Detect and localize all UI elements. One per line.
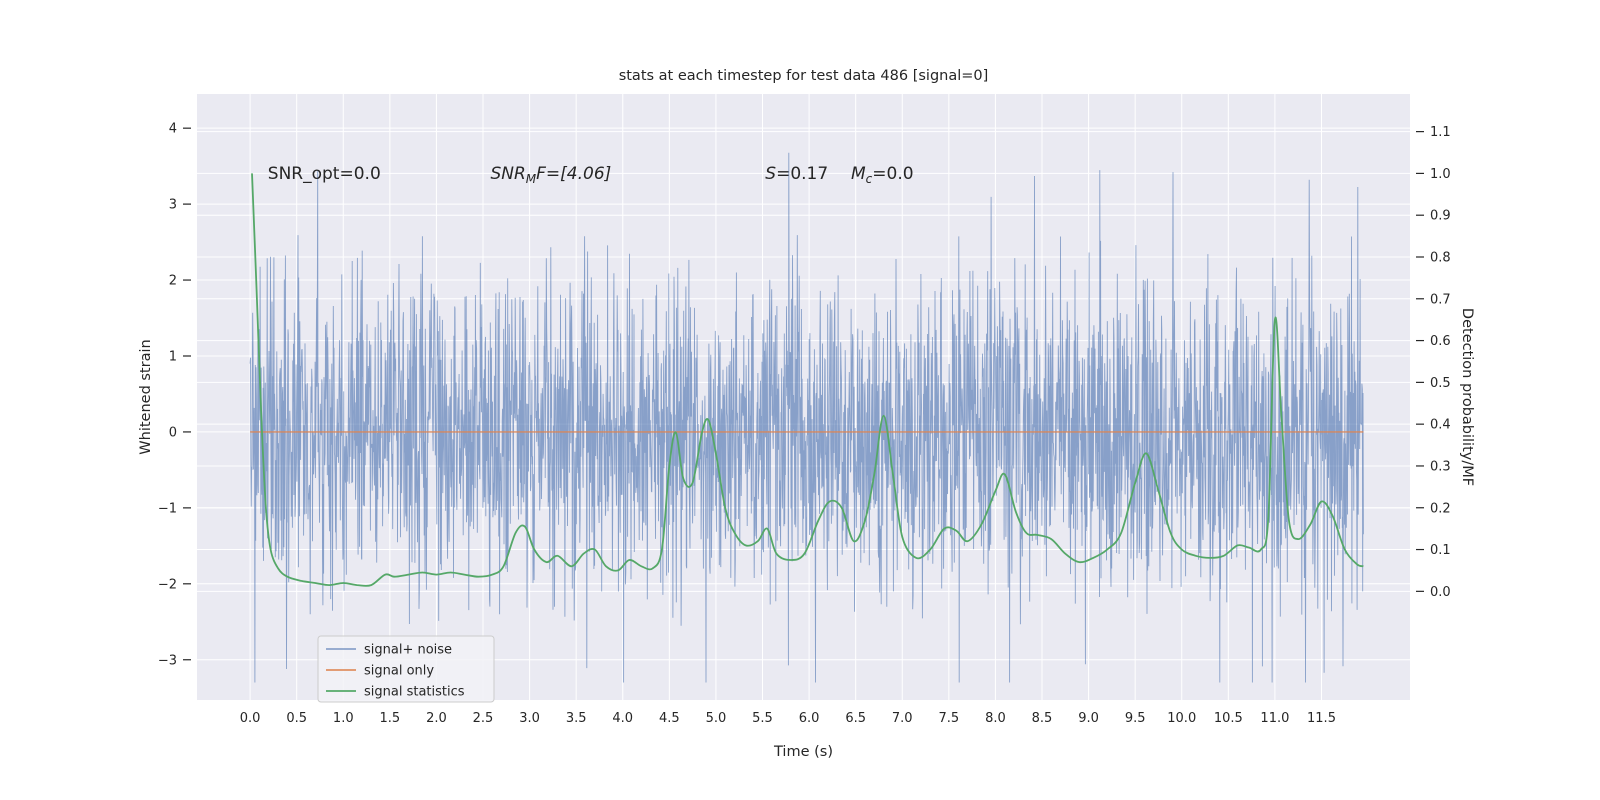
y-axis-label-right: Detection probability/MF bbox=[1459, 308, 1475, 486]
x-tick-label: 8.0 bbox=[985, 711, 1006, 726]
y-axis-label-left: Whitened strain bbox=[138, 339, 154, 454]
x-tick-label: 5.5 bbox=[752, 711, 773, 726]
x-tick-label: 6.0 bbox=[799, 711, 820, 726]
x-tick-label: 2.5 bbox=[473, 711, 494, 726]
signal-statistics-series bbox=[251, 173, 1364, 587]
x-tick-label: 1.0 bbox=[333, 711, 354, 726]
annotation-snr-mf: SNRMF=[4.06] bbox=[490, 164, 611, 186]
chart-title: stats at each timestep for test data 486… bbox=[619, 68, 989, 84]
noise-series bbox=[249, 152, 1364, 683]
annotation-segment: SNR_opt=0.0 bbox=[268, 164, 381, 184]
annotation-segment: S bbox=[765, 164, 776, 184]
y-right-tick-label: 0.0 bbox=[1430, 585, 1451, 600]
x-tick-label: 11.0 bbox=[1260, 711, 1289, 726]
y-left-tick-label: 3 bbox=[169, 198, 177, 213]
annotation-segment: SNR bbox=[490, 164, 525, 184]
axis-ticks: −3 −2 −1 0 1 2 3 4 0.0 0.1 0.2 0.3 0.4 0.5 0.6 0.7 0.8 0.… bbox=[158, 122, 1451, 726]
y-right-tick-label: 0.2 bbox=[1430, 501, 1451, 516]
x-tick-label: 3.0 bbox=[519, 711, 540, 726]
x-tick-label: 6.5 bbox=[845, 711, 866, 726]
x-tick-label: 2.0 bbox=[426, 711, 447, 726]
y-right-tick-label: 0.7 bbox=[1430, 292, 1451, 307]
y-right-tick-label: 0.3 bbox=[1430, 459, 1451, 474]
annotation-snr-opt: SNR_opt=0.0 bbox=[268, 164, 381, 184]
x-tick-label: 4.5 bbox=[659, 711, 680, 726]
x-tick-label: 1.5 bbox=[380, 711, 401, 726]
legend-item-label: signal+ noise bbox=[364, 643, 452, 658]
x-tick-label: 10.0 bbox=[1167, 711, 1196, 726]
annotation-s-stat: S=0.17 bbox=[765, 164, 828, 184]
legend: signal+ noise signal only signal statistic… bbox=[317, 635, 495, 703]
x-tick-label: 5.0 bbox=[706, 711, 727, 726]
legend-item-label: signal only bbox=[364, 664, 434, 679]
x-axis-label: Time (s) bbox=[773, 744, 833, 760]
y-left-tick-label: −2 bbox=[158, 577, 177, 592]
y-right-tick-label: 0.4 bbox=[1430, 418, 1451, 433]
x-tick-label: 9.0 bbox=[1078, 711, 1099, 726]
annotation-segment: =0.17 bbox=[776, 164, 828, 184]
y-left-tick-label: 4 bbox=[169, 122, 177, 137]
y-right-tick-label: 1.0 bbox=[1430, 167, 1451, 182]
x-tick-label: 10.5 bbox=[1214, 711, 1243, 726]
x-tick-label: 8.5 bbox=[1032, 711, 1053, 726]
y-left-tick-label: −1 bbox=[158, 501, 177, 516]
x-tick-label: 3.5 bbox=[566, 711, 587, 726]
x-tick-label: 4.0 bbox=[612, 711, 633, 726]
y-right-tick-label: 0.5 bbox=[1430, 376, 1451, 391]
y-left-tick-label: 2 bbox=[169, 274, 177, 289]
y-right-tick-label: 0.6 bbox=[1430, 334, 1451, 349]
annotation-segment: =0.0 bbox=[872, 164, 913, 184]
x-tick-label: 9.5 bbox=[1125, 711, 1146, 726]
annotation-mc: Mc=0.0 bbox=[851, 164, 914, 186]
y-left-tick-label: 0 bbox=[169, 425, 177, 440]
x-tick-label: 7.0 bbox=[892, 711, 913, 726]
x-tick-label: 0.0 bbox=[240, 711, 261, 726]
x-tick-label: 0.5 bbox=[286, 711, 307, 726]
y-right-tick-label: 1.1 bbox=[1430, 125, 1451, 140]
y-right-tick-label: 0.8 bbox=[1430, 250, 1451, 265]
legend-item-label: signal statistics bbox=[364, 685, 465, 700]
x-tick-label: 7.5 bbox=[938, 711, 959, 726]
y-left-tick-label: −3 bbox=[158, 653, 177, 668]
annotation-segment: c bbox=[866, 172, 873, 186]
y-right-tick-label: 0.9 bbox=[1430, 209, 1451, 224]
y-right-tick-label: 0.1 bbox=[1430, 543, 1451, 558]
annotation-segment: M bbox=[526, 172, 537, 186]
x-tick-label: 11.5 bbox=[1307, 711, 1336, 726]
annotation-segment: M bbox=[851, 164, 866, 184]
annotation-segment: F=[4.06] bbox=[536, 164, 611, 184]
y-left-tick-label: 1 bbox=[169, 349, 177, 364]
legend-box bbox=[317, 635, 495, 703]
